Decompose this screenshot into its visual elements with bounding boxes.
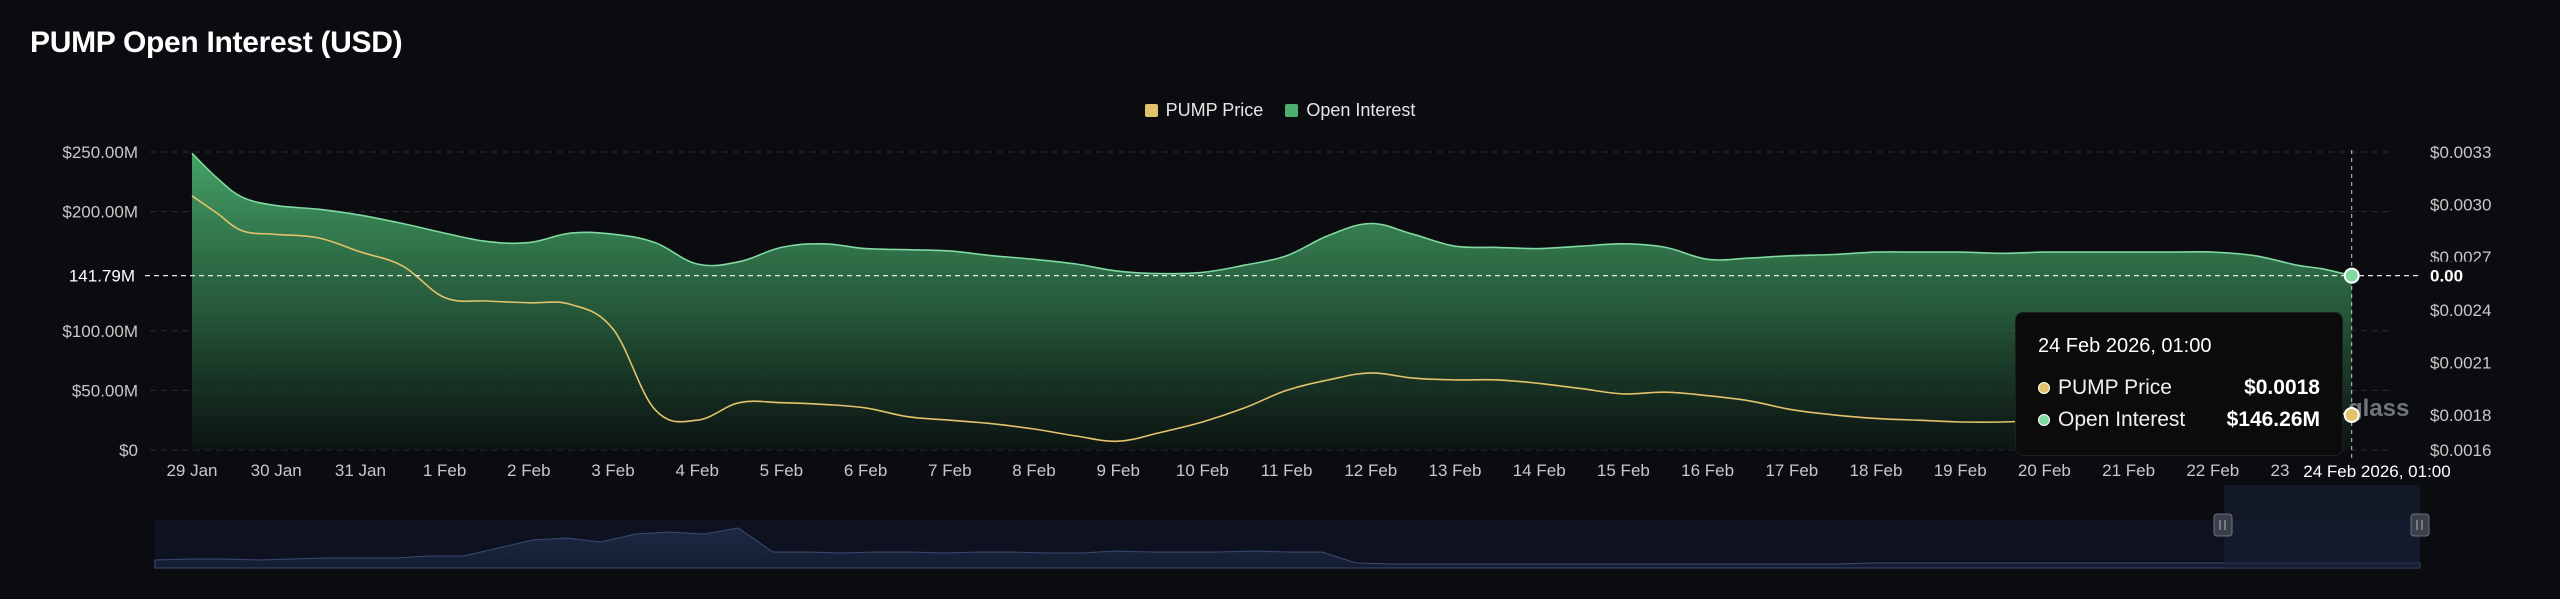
x-tick-label: 17 Feb (1765, 461, 1818, 480)
tooltip-dot-open-interest (2038, 414, 2050, 426)
x-tick-label: 6 Feb (844, 461, 887, 480)
tooltip: 24 Feb 2026, 01:00 PUMP Price $0.0018 Op… (2015, 312, 2343, 456)
crosshair-right-label-bg (2425, 261, 2495, 290)
x-tick-label: 29 Jan (166, 461, 217, 480)
open-interest-series (191, 152, 2352, 450)
y-axis-left: $0 $50.00M $100.00M $200.00M $250.00M (62, 143, 138, 460)
x-tick-label: 11 Feb (1261, 461, 1313, 480)
price-marker (2343, 406, 2360, 423)
y-left-tick-label: $200.00M (62, 203, 138, 222)
x-tick-label: 8 Feb (1012, 461, 1055, 480)
x-tick-label: 10 Feb (1176, 461, 1229, 480)
x-tick-label: 7 Feb (928, 461, 971, 480)
y-right-tick-label: $0.0021 (2430, 353, 2491, 372)
x-tick-label: 2 Feb (507, 461, 550, 480)
x-tick-label: 5 Feb (760, 461, 803, 480)
x-tick-label: 31 Jan (335, 461, 386, 480)
tooltip-label-price: PUMP Price (2058, 376, 2172, 399)
x-tick-label: 4 Feb (675, 461, 718, 480)
y-left-tick-label: $0 (119, 441, 138, 460)
legend-label-open-interest: Open Interest (1306, 100, 1416, 120)
crosshair-x-label-bg (2290, 458, 2465, 486)
x-tick-label: 14 Feb (1513, 461, 1566, 480)
navigator-selection (2224, 485, 2420, 568)
legend-item-open-interest[interactable]: Open Interest (1285, 100, 1415, 121)
x-tick-label: 19 Feb (1934, 461, 1987, 480)
tooltip-label-open-interest: Open Interest (2058, 408, 2186, 431)
x-tick-label: 12 Feb (1344, 461, 1397, 480)
tooltip-dot-price (2038, 382, 2050, 394)
x-tick-label: 30 Jan (251, 461, 302, 480)
x-tick-label: 22 Feb (2186, 461, 2239, 480)
open-interest-area (192, 153, 2352, 450)
x-tick-label: 16 Feb (1681, 461, 1734, 480)
open-interest-line (191, 152, 2352, 277)
x-tick-label: 15 Feb (1597, 461, 1650, 480)
crosshair-left-label: 141.79M (69, 267, 135, 286)
x-tick-label: 21 Feb (2102, 461, 2155, 480)
x-tick-label: 1 Feb (423, 461, 466, 480)
x-tick-label: 13 Feb (1429, 461, 1482, 480)
x-tick-label: 3 Feb (591, 461, 634, 480)
tooltip-value-open-interest: $146.26M (2226, 408, 2320, 431)
y-right-tick-label: $0.0024 (2430, 301, 2491, 320)
navigator-handle-left (2213, 513, 2233, 537)
legend-swatch-open-interest (1285, 104, 1299, 117)
y-right-tick-label: $0.0030 (2430, 196, 2491, 215)
tooltip-row-open-interest: Open Interest $146.26M (2038, 408, 2320, 432)
x-tick-label: 18 Feb (1850, 461, 1903, 480)
y-right-tick-label: $0.0018 (2430, 406, 2491, 425)
tooltip-title: 24 Feb 2026, 01:00 (2038, 335, 2212, 357)
legend-swatch-price (1144, 104, 1158, 117)
legend-item-price[interactable]: PUMP Price (1144, 100, 1264, 121)
x-tick-label: 9 Feb (1096, 461, 1139, 480)
y-left-tick-label: $250.00M (62, 143, 138, 162)
x-tick-label: 20 Feb (2018, 461, 2071, 480)
tooltip-row-price: PUMP Price $0.0018 (2038, 376, 2320, 400)
open-interest-marker (2343, 267, 2360, 284)
chart-title: PUMP Open Interest (USD) (30, 26, 403, 59)
crosshair: 141.79M 0.00 24 Feb 2026, 01:00 (50, 150, 2495, 486)
tooltip-value-price: $0.0018 (2244, 376, 2320, 399)
legend: PUMP Price Open Interest (0, 100, 2560, 121)
price-line (191, 195, 2352, 443)
crosshair-right-label: 0.00 (2430, 267, 2463, 286)
navigator-mini-series (154, 527, 2421, 569)
legend-label-price: PUMP Price (1165, 100, 1264, 120)
x-axis: 29 Jan 30 Jan 31 Jan 1 Feb 2 Feb 3 Feb 4 Feb 5 … (166, 461, 2323, 480)
crosshair-left-label-bg (50, 261, 145, 290)
y-left-tick-label: $50.00M (72, 381, 138, 400)
crosshair-x-label: 24 Feb 2026, 01:00 (2303, 462, 2450, 481)
y-right-tick-label: $0.0033 (2430, 143, 2491, 162)
y-axis-right: $0.0016$0.0018$0.0021$0.0024$0.0027$0.00… (2430, 143, 2491, 460)
navigator-handle-right (2410, 513, 2430, 537)
price-series (191, 195, 2352, 443)
navigator[interactable] (154, 485, 2430, 569)
y-left-tick-label: $100.00M (62, 322, 138, 341)
y-right-tick-label: $0.0016 (2430, 441, 2491, 460)
